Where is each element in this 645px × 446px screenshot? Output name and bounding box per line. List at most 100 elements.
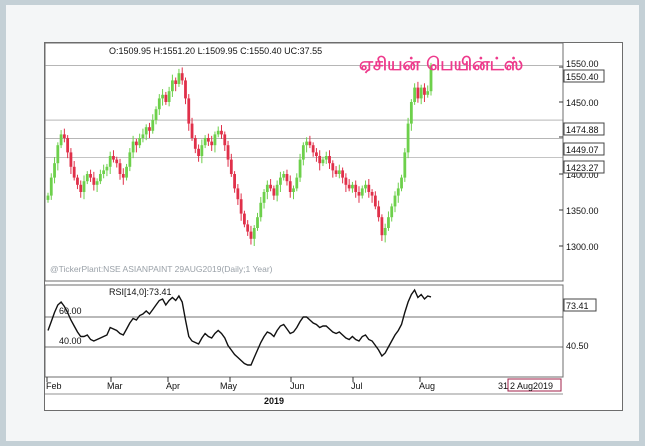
candle-body: [337, 170, 341, 174]
candle-body: [72, 166, 76, 178]
price-level-label: 1474.88: [566, 125, 599, 135]
watermark: @TickerPlant:NSE ASIANPAINT 29AUG2019(Da…: [50, 264, 273, 274]
chart-area: O:1509.95 H:1551.20 L:1509.95 C:1550.40 …: [44, 42, 623, 411]
month-label: Aug: [419, 381, 435, 391]
candle-body: [367, 184, 371, 192]
candle-body: [177, 73, 181, 84]
candle-body: [154, 109, 158, 120]
candle-body: [331, 163, 335, 171]
price-level-label: 1550.40: [566, 72, 599, 82]
candle-body: [364, 184, 367, 189]
ohlc-readout: O:1509.95 H:1551.20 L:1509.95 C:1550.40 …: [109, 46, 322, 56]
year-label: 2019: [264, 396, 284, 406]
candle-body: [429, 65, 433, 92]
chart-svg: O:1509.95 H:1551.20 L:1509.95 C:1550.40 …: [45, 43, 605, 406]
candle-body: [98, 174, 102, 182]
candle-body: [151, 120, 155, 131]
price-panel: [45, 43, 564, 282]
candlestick-series: [46, 62, 433, 246]
rsi-label: RSI[14,0]:73.41: [109, 287, 172, 297]
candle-body: [233, 174, 236, 189]
candle-body: [229, 159, 233, 174]
candle-body: [246, 224, 250, 232]
candle-body: [252, 228, 256, 239]
rsi-level-60-label: 60.00: [59, 306, 82, 316]
candle-body: [373, 195, 377, 207]
candle-body: [262, 192, 266, 203]
candle-body: [213, 134, 217, 146]
candle-body: [243, 213, 246, 225]
candle-body: [301, 145, 305, 160]
month-label: Feb: [46, 381, 62, 391]
rsi-current-box: [563, 298, 597, 312]
candle-body: [200, 145, 204, 156]
candle-body: [76, 177, 79, 185]
candle-body: [89, 174, 92, 178]
outer-frame: O:1509.95 H:1551.20 L:1509.95 C:1550.40 …: [6, 5, 639, 441]
candle-body: [226, 145, 230, 160]
candle-body: [79, 184, 83, 192]
candle-body: [315, 152, 318, 156]
candle-body: [170, 80, 174, 92]
candle-body: [138, 138, 142, 146]
candle-body: [108, 156, 112, 167]
rsi-current-label: 73.41: [566, 301, 589, 311]
candle-body: [187, 98, 191, 124]
candle-body: [59, 134, 63, 146]
candle-body: [383, 228, 387, 236]
date-box: [507, 378, 562, 392]
candle-body: [324, 156, 328, 160]
x-axis: Feb Mar Apr May Jun Jul Aug 31 2 Aug2019…: [45, 377, 563, 406]
candle-body: [56, 145, 60, 164]
candle-body: [390, 206, 394, 218]
price-tick-label: 1350.00: [566, 206, 599, 216]
candle-body: [308, 141, 312, 146]
candle-body: [141, 134, 145, 138]
candle-body: [275, 184, 279, 196]
candle-body: [157, 98, 161, 110]
candle-body: [148, 127, 151, 131]
candle-body: [53, 163, 56, 178]
candle-body: [360, 188, 364, 196]
rsi-line: [47, 288, 432, 366]
price-axis: 1550.00 1450.00 1400.00 1350.00 1300.00 …: [559, 43, 605, 281]
candle-body: [380, 217, 384, 236]
month-label: May: [220, 381, 238, 391]
candle-body: [92, 177, 96, 185]
candle-body: [197, 148, 200, 156]
candle-body: [269, 184, 272, 189]
candle-body: [298, 159, 302, 178]
candle-body: [351, 184, 354, 189]
price-level-box: [563, 142, 605, 156]
candle-body: [95, 181, 99, 185]
candle-body: [46, 195, 50, 200]
candle-body: [354, 184, 358, 192]
candle-body: [144, 127, 148, 135]
month-label: Apr: [166, 381, 180, 391]
candle-body: [259, 202, 263, 218]
candle-body: [102, 170, 106, 174]
x-extra-tick: 31: [498, 381, 508, 391]
candle-body: [292, 188, 295, 192]
candle-body: [193, 138, 197, 149]
candle-body: [49, 177, 53, 196]
candle-body: [239, 199, 243, 214]
candle-body: [357, 192, 361, 196]
month-label: Jun: [290, 381, 305, 391]
candle-body: [210, 141, 214, 146]
candle-body: [82, 181, 86, 192]
candle-body: [220, 130, 223, 135]
candle-body: [128, 152, 132, 167]
candle-body: [393, 195, 397, 207]
candle-body: [115, 159, 119, 164]
candle-body: [203, 138, 207, 146]
candle-body: [400, 177, 403, 189]
candle-body: [311, 145, 315, 153]
candle-body: [184, 80, 187, 99]
price-tick-label: 1300.00: [566, 242, 599, 252]
chart-title: ஏசியன் பெயின்ட்ஸ்: [359, 54, 523, 75]
candle-body: [305, 141, 309, 146]
candle-body: [318, 156, 322, 164]
candle-body: [409, 102, 413, 124]
candle-body: [321, 159, 325, 164]
